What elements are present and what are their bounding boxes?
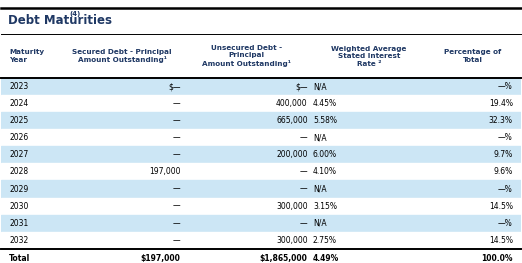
Text: 300,000: 300,000: [276, 236, 308, 245]
Text: —: —: [300, 219, 308, 228]
Text: $1,865,000: $1,865,000: [260, 254, 308, 263]
Text: 2031: 2031: [9, 219, 28, 228]
Text: N/A: N/A: [313, 133, 327, 142]
Text: —: —: [173, 99, 181, 108]
Bar: [2, 198, 520, 215]
Text: Unsecured Debt -
Principal
Amount Outstanding¹: Unsecured Debt - Principal Amount Outsta…: [202, 45, 291, 67]
Text: —%: —%: [498, 133, 513, 142]
Bar: [2, 163, 520, 180]
Text: $197,000: $197,000: [140, 254, 181, 263]
Bar: [2, 129, 520, 146]
Text: 2029: 2029: [9, 185, 28, 194]
Text: 14.5%: 14.5%: [489, 236, 513, 245]
Text: (4): (4): [69, 11, 80, 17]
Bar: [2, 249, 520, 263]
Bar: [2, 112, 520, 129]
Text: 4.49%: 4.49%: [313, 254, 339, 263]
Text: 5.58%: 5.58%: [313, 116, 337, 125]
Text: 2025: 2025: [9, 116, 28, 125]
Text: —: —: [173, 236, 181, 245]
Text: 4.45%: 4.45%: [313, 99, 337, 108]
Bar: [2, 232, 520, 249]
Text: 3.15%: 3.15%: [313, 201, 337, 211]
Text: N/A: N/A: [313, 219, 327, 228]
Text: 2023: 2023: [9, 82, 28, 91]
Text: —: —: [300, 168, 308, 176]
Text: —: —: [300, 185, 308, 194]
Text: 400,000: 400,000: [276, 99, 308, 108]
Text: —: —: [173, 185, 181, 194]
Bar: [2, 34, 520, 78]
Text: 2.75%: 2.75%: [313, 236, 337, 245]
Text: 197,000: 197,000: [149, 168, 181, 176]
Text: —%: —%: [498, 219, 513, 228]
Text: 9.7%: 9.7%: [494, 150, 513, 159]
Text: 14.5%: 14.5%: [489, 201, 513, 211]
Text: 200,000: 200,000: [276, 150, 308, 159]
Text: 6.00%: 6.00%: [313, 150, 337, 159]
Text: —: —: [173, 116, 181, 125]
Text: $—: $—: [168, 82, 181, 91]
Text: 300,000: 300,000: [276, 201, 308, 211]
Text: 2030: 2030: [9, 201, 29, 211]
Text: Secured Debt - Principal
Amount Outstanding¹: Secured Debt - Principal Amount Outstand…: [73, 49, 172, 63]
Text: $—: $—: [295, 82, 308, 91]
Text: 2024: 2024: [9, 99, 28, 108]
Text: 2026: 2026: [9, 133, 28, 142]
Text: N/A: N/A: [313, 185, 327, 194]
Text: Debt Maturities: Debt Maturities: [8, 14, 112, 27]
Text: Total: Total: [9, 254, 30, 263]
Bar: [2, 8, 520, 34]
Text: Percentage of
Total: Percentage of Total: [444, 49, 501, 63]
Text: 9.6%: 9.6%: [494, 168, 513, 176]
Text: —: —: [300, 133, 308, 142]
Bar: [2, 180, 520, 198]
Text: —: —: [173, 219, 181, 228]
Text: Weighted Average
Stated Interest
Rate ²: Weighted Average Stated Interest Rate ²: [331, 45, 407, 67]
Text: Maturity
Year: Maturity Year: [9, 49, 44, 63]
Text: N/A: N/A: [313, 82, 327, 91]
Text: —%: —%: [498, 82, 513, 91]
Bar: [2, 95, 520, 112]
Text: 4.10%: 4.10%: [313, 168, 337, 176]
Text: 19.4%: 19.4%: [489, 99, 513, 108]
Text: 665,000: 665,000: [276, 116, 308, 125]
Text: 2028: 2028: [9, 168, 28, 176]
Text: 32.3%: 32.3%: [489, 116, 513, 125]
Bar: [2, 78, 520, 95]
Text: —: —: [173, 201, 181, 211]
Text: 2027: 2027: [9, 150, 28, 159]
Text: 100.0%: 100.0%: [481, 254, 513, 263]
Text: 2032: 2032: [9, 236, 28, 245]
Text: —: —: [173, 133, 181, 142]
Text: —%: —%: [498, 185, 513, 194]
Bar: [2, 146, 520, 163]
Text: —: —: [173, 150, 181, 159]
Bar: [2, 215, 520, 232]
